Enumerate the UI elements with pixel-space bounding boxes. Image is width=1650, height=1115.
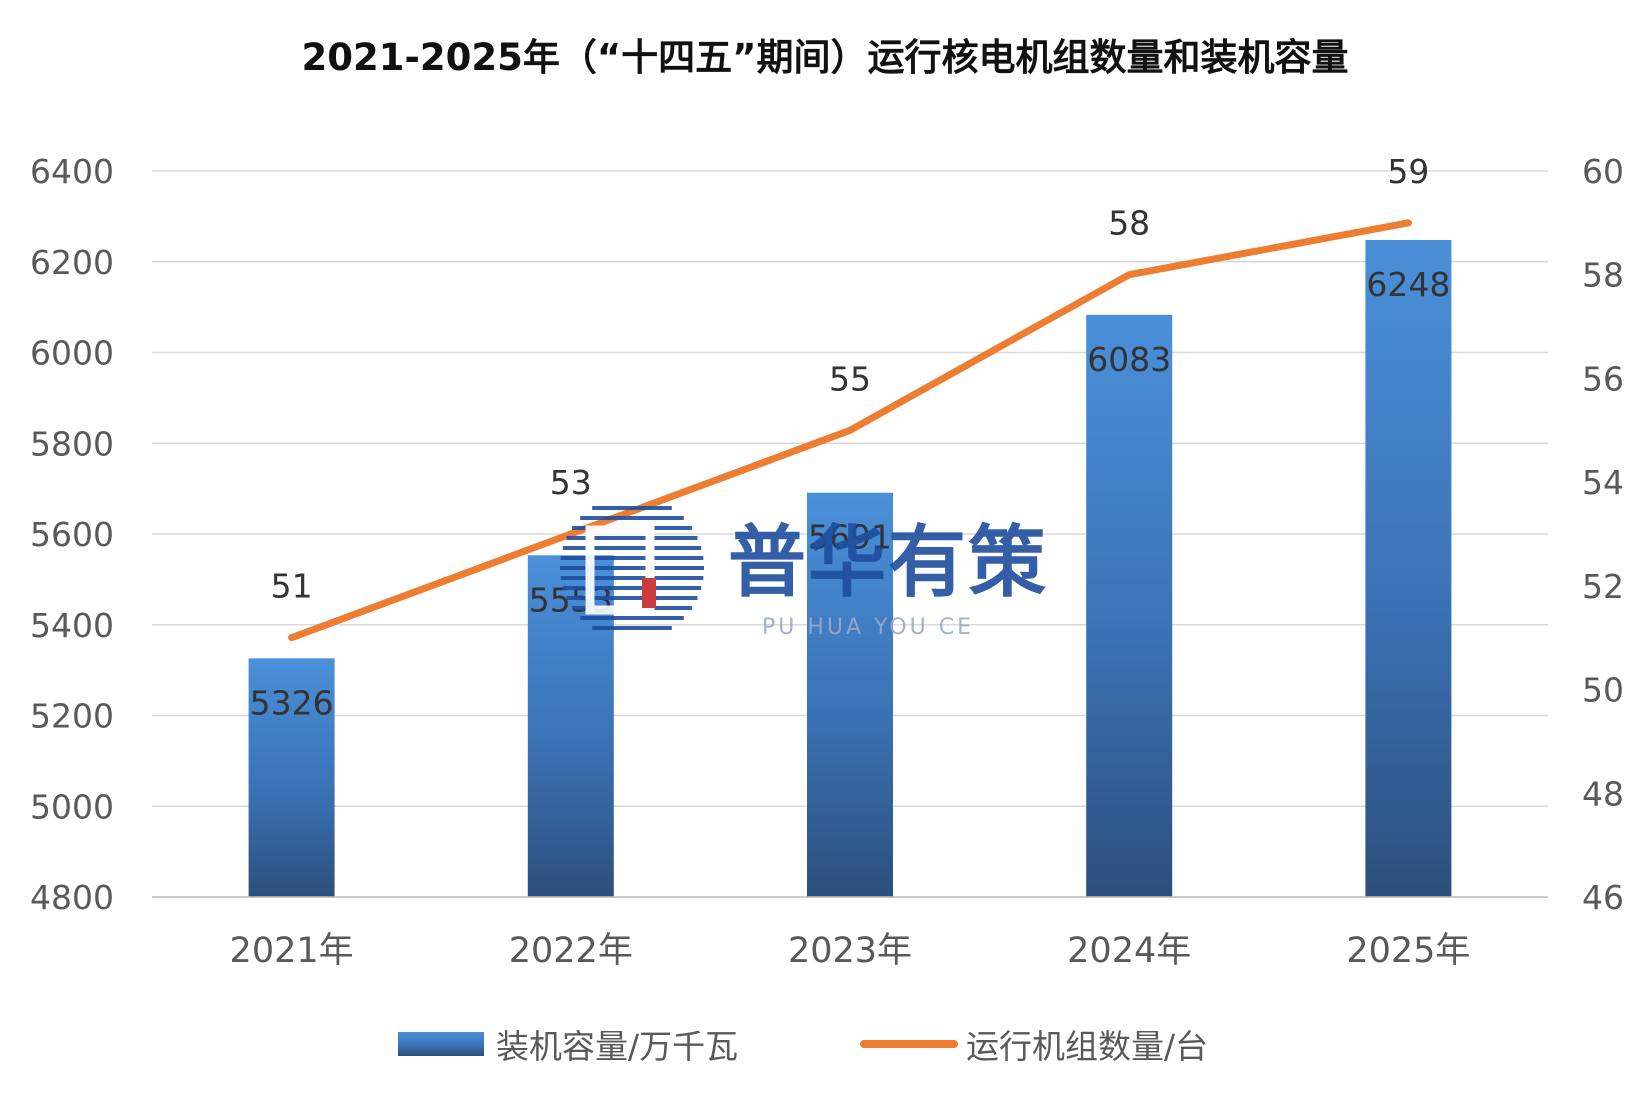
y-left-tick-label: 5400 — [30, 606, 114, 645]
bar-series — [248, 239, 1452, 898]
legend-label-bar: 装机容量/万千瓦 — [496, 1027, 738, 1066]
x-axis: 2021年 2022年 2023年 2024年 2025年 — [152, 896, 1548, 971]
line-value-label: 51 — [271, 567, 313, 606]
y-right-tick-label: 50 — [1582, 671, 1624, 710]
bar — [1086, 314, 1173, 897]
legend-label-line: 运行机组数量/台 — [966, 1027, 1208, 1066]
bar — [807, 492, 893, 897]
line-point — [569, 533, 572, 535]
x-tick-label: 2024年 — [1067, 931, 1191, 971]
line-point — [1407, 221, 1410, 224]
y-left-tick-label: 5000 — [30, 787, 114, 826]
y-right-tick-label: 58 — [1582, 256, 1624, 295]
line-data-labels: 51 53 55 58 59 — [271, 152, 1430, 606]
y-left-tick-label: 6200 — [30, 243, 114, 282]
y-left-tick-label: 6000 — [30, 334, 114, 373]
line-value-label: 58 — [1108, 204, 1150, 243]
watermark-emblem-accent — [642, 578, 656, 608]
bar — [248, 658, 335, 897]
y-axis-left: 4800 5000 5200 5400 5600 5800 6000 6200 6400 — [30, 152, 114, 917]
y-left-tick-label: 4800 — [30, 878, 114, 917]
y-right-tick-label: 54 — [1582, 463, 1624, 502]
line-value-label: 59 — [1387, 152, 1429, 191]
y-left-tick-label: 5800 — [30, 424, 114, 463]
y-right-tick-label: 46 — [1582, 878, 1624, 917]
y-right-tick-label: 60 — [1582, 152, 1624, 191]
y-axis-right: 46 48 50 52 54 56 58 60 — [1582, 152, 1624, 917]
y-right-tick-label: 52 — [1582, 567, 1624, 606]
bar-value-label: 6083 — [1087, 340, 1171, 379]
chart-title: 2021-2025年（“十四五”期间）运行核电机组数量和装机容量 — [302, 36, 1349, 79]
x-tick-label: 2022年 — [509, 931, 633, 971]
line-series — [288, 219, 1412, 642]
watermark-emblem — [560, 506, 704, 630]
bar-value-label: 5691 — [808, 518, 892, 557]
x-tick-label: 2025年 — [1346, 931, 1470, 971]
line-point — [1128, 273, 1131, 276]
legend-swatch-bar — [398, 1032, 484, 1056]
x-tick-label: 2021年 — [230, 931, 354, 971]
y-right-tick-label: 56 — [1582, 359, 1624, 398]
line-point — [290, 636, 293, 639]
line-value-label: 55 — [829, 359, 871, 398]
bar — [1365, 239, 1452, 898]
y-right-tick-label: 48 — [1582, 774, 1624, 813]
bar-value-label: 6248 — [1366, 265, 1450, 304]
line-point — [849, 429, 851, 432]
watermark-emblem-mark — [585, 525, 655, 615]
x-tick-label: 2023年 — [788, 931, 912, 971]
watermark-logo: 普华有策 PU HUA YOU CE — [560, 506, 1048, 640]
y-left-tick-label: 6400 — [30, 152, 114, 191]
y-left-tick-label: 5200 — [30, 697, 114, 736]
legend: 装机容量/万千瓦 运行机组数量/台 — [398, 1027, 1208, 1066]
bar-value-label: 5326 — [250, 683, 334, 722]
watermark-name: 普华有策 — [728, 518, 1048, 608]
y-left-tick-label: 5600 — [30, 515, 114, 554]
watermark-subtitle: PU HUA YOU CE — [762, 615, 974, 640]
line-value-label: 53 — [550, 463, 592, 502]
